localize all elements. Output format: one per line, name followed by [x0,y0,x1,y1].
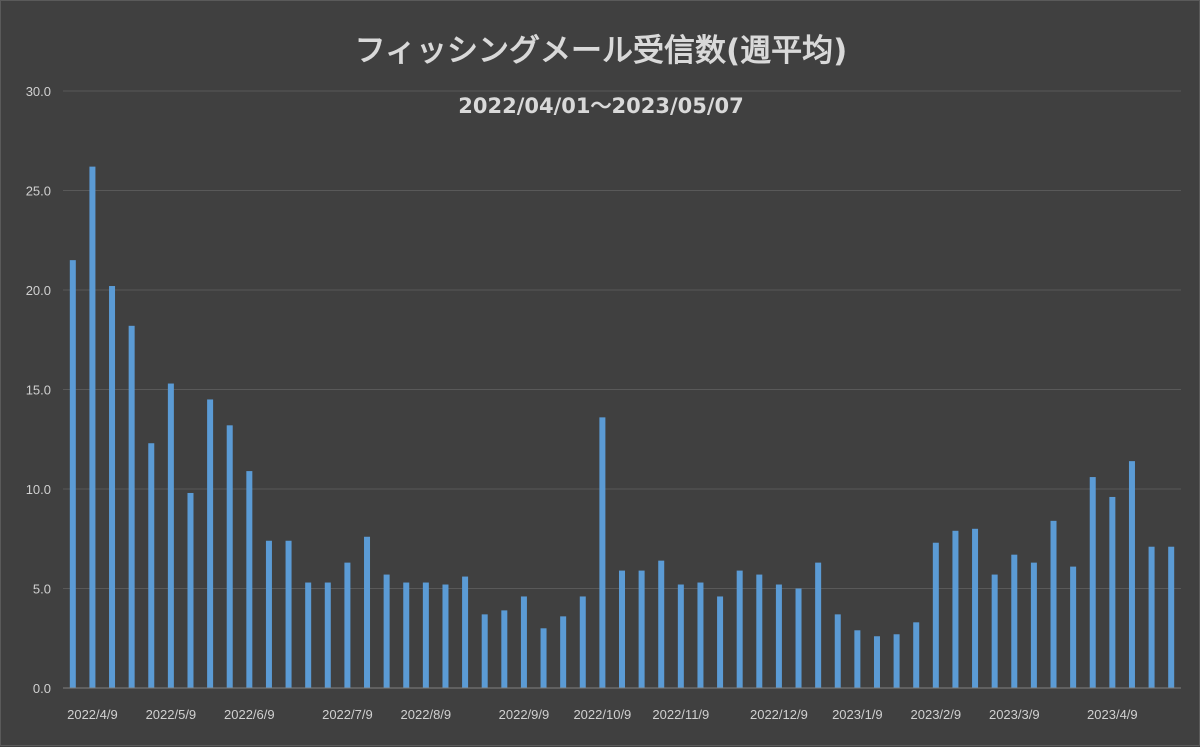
bar [952,530,959,688]
bar [1109,496,1116,688]
bar [187,492,194,688]
bar [756,574,763,688]
bar [89,166,96,688]
bar [834,614,841,688]
bar [1070,566,1077,688]
bar [579,596,586,688]
x-tick-label: 2022/6/9 [224,707,275,722]
y-tick-label: 10.0 [26,482,51,497]
x-tick-label: 2022/7/9 [322,707,373,722]
x-tick-label: 2022/9/9 [499,707,550,722]
y-tick-labels: 0.0 5.0 10.0 15.0 20.0 25.0 30.0 [26,84,51,696]
x-tick-label: 2022/5/9 [146,707,197,722]
bar [207,399,214,688]
bar [364,536,371,688]
bar [932,542,939,688]
bar [540,628,547,688]
bar [854,630,861,688]
x-tick-label: 2023/3/9 [989,707,1040,722]
bar [462,576,469,688]
bar [265,540,272,688]
y-tick-label: 15.0 [26,383,51,398]
bar [893,634,900,688]
x-tick-label: 2023/4/9 [1087,707,1138,722]
y-tick-label: 25.0 [26,184,51,199]
bar [1050,520,1057,688]
bar [226,425,233,688]
bar [285,540,292,688]
bar [383,574,390,688]
bar [560,616,567,688]
bar [619,570,625,688]
bar [1128,461,1135,688]
bar [148,443,155,688]
bar [442,584,449,688]
x-tick-label: 2022/4/9 [67,707,118,722]
bar [677,584,684,688]
y-tick-label: 0.0 [33,681,51,696]
bar [775,584,782,688]
bar [403,582,410,688]
bar [815,562,822,688]
bar [1168,546,1175,688]
bar [128,325,135,688]
bar [913,622,920,688]
x-tick-label: 2022/11/9 [652,707,709,722]
bar [481,614,488,688]
bar [501,610,508,688]
bar [1030,562,1037,688]
bar [972,528,979,688]
bar [638,570,645,688]
x-tick-label: 2023/2/9 [911,707,962,722]
bar [991,574,998,688]
bar [795,588,802,688]
y-tick-label: 5.0 [33,582,51,597]
x-tick-labels: 2022/4/9 2022/5/9 2022/6/9 2022/7/9 2022/8/9… [67,707,1138,722]
chart-subtitle: 2022/04/01～2023/05/07 [458,94,743,118]
bar [246,471,253,688]
bar [599,417,606,688]
bar [324,582,331,688]
bar [697,582,704,688]
bar [1011,554,1018,688]
x-tick-label: 2022/10/9 [573,707,631,722]
bar [717,596,724,688]
bar [1089,477,1096,688]
bar [422,582,429,688]
bar [109,286,116,688]
x-tick-label: 2022/12/9 [750,707,808,722]
bar [344,562,351,688]
y-tick-label: 20.0 [26,283,51,298]
bar [520,596,527,688]
x-tick-label: 2022/8/9 [401,707,452,722]
bars [69,166,1175,688]
bar [69,260,76,688]
bar [167,383,174,688]
x-tick-label: 2023/1/9 [832,707,883,722]
y-tick-label: 30.0 [26,84,51,99]
chart-title: フィッシングメール受信数(週平均) [355,33,848,69]
bar [873,636,880,688]
bar [736,570,743,688]
bar [305,582,312,688]
bar [658,560,665,688]
bar [1148,546,1155,688]
